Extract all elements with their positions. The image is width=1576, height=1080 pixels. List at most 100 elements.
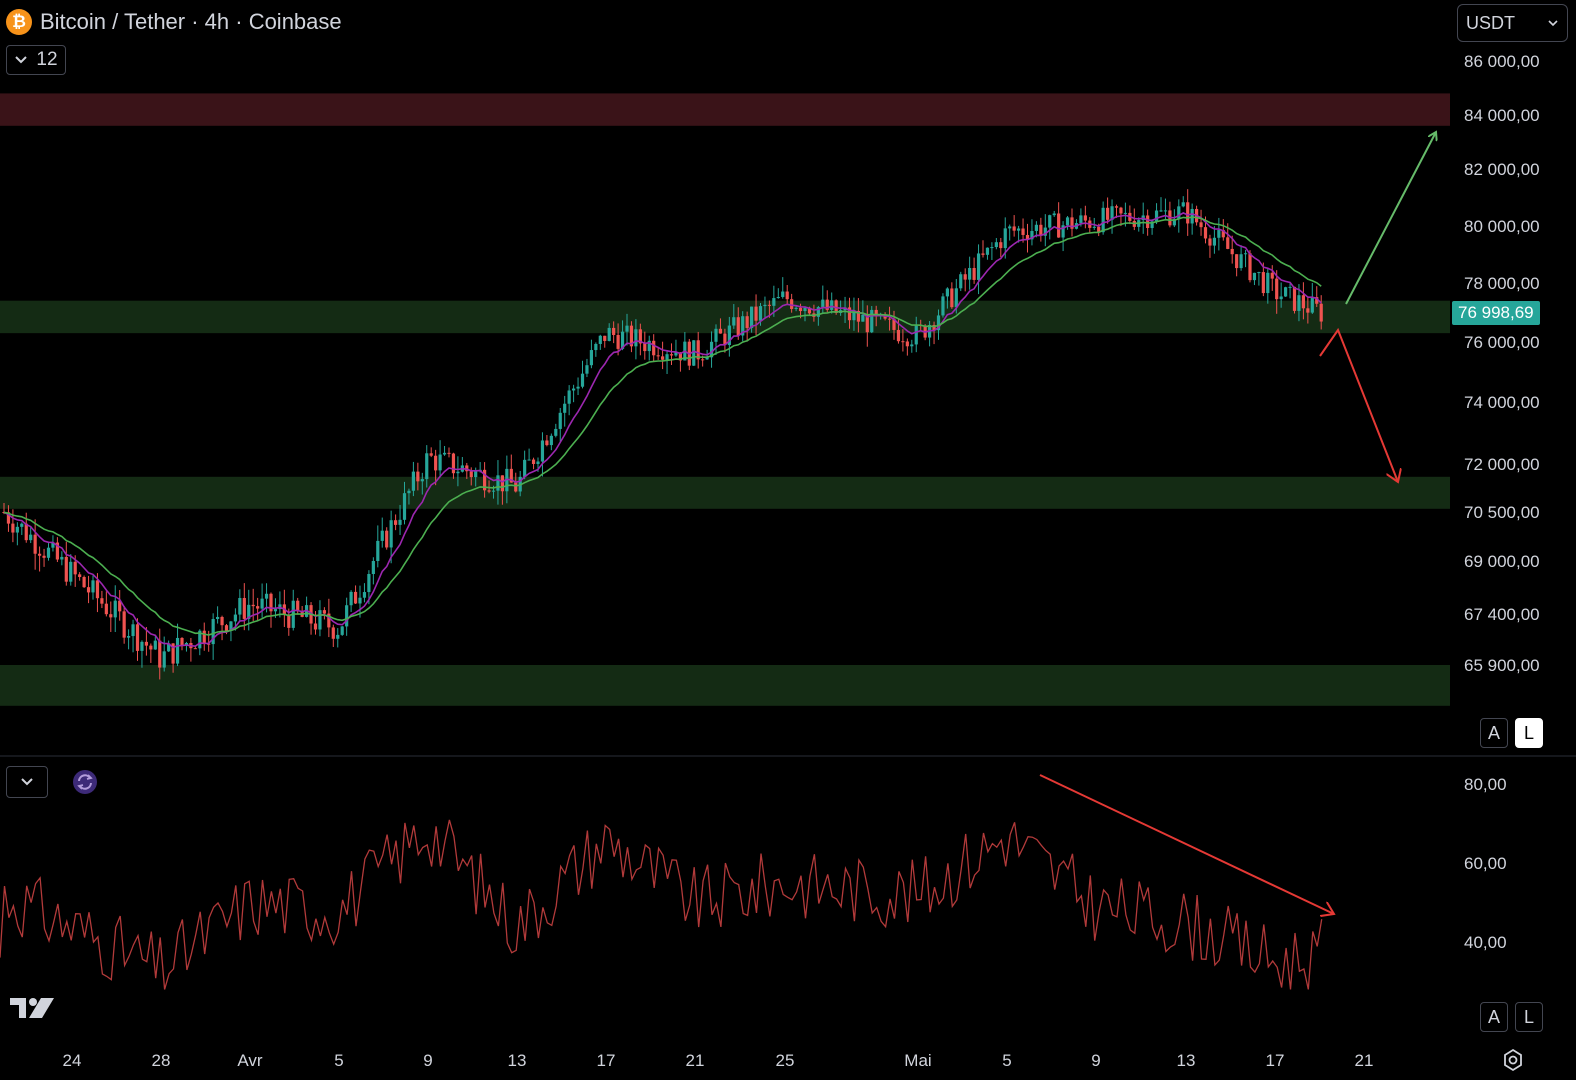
candle-body: [990, 247, 994, 249]
main-log-scale-button[interactable]: L: [1515, 718, 1543, 748]
time-axis-tick: 13: [508, 1051, 527, 1070]
candle-body: [870, 309, 874, 333]
time-axis-tick: 28: [152, 1051, 171, 1070]
rsi-axis-tick: 80,00: [1464, 775, 1507, 794]
price-axis-tick: 84 000,00: [1464, 106, 1540, 125]
legend-collapse-button[interactable]: 12: [6, 45, 66, 75]
candle-body: [1186, 202, 1190, 224]
candle-body: [572, 388, 576, 391]
candle-body: [358, 597, 362, 604]
candle-body: [985, 247, 990, 255]
ma-slow-line: [3, 216, 1322, 636]
candle-body: [287, 614, 291, 628]
candle-body: [167, 643, 171, 652]
candle-body: [1061, 225, 1065, 238]
candle-body: [994, 242, 998, 248]
candle-body: [1217, 230, 1221, 238]
candle-body: [1154, 210, 1159, 222]
rsi-log-scale-button[interactable]: L: [1515, 1002, 1543, 1032]
candle-body: [545, 440, 549, 446]
current-price-tag: 76 998,69: [1452, 301, 1540, 325]
candle-body: [91, 580, 95, 593]
currency-select[interactable]: USDT: [1457, 4, 1568, 42]
candle-body: [821, 299, 825, 308]
candle-body: [661, 356, 665, 360]
candle-body: [932, 324, 936, 331]
candle-body: [1159, 210, 1163, 212]
settings-gear-icon[interactable]: [1500, 1047, 1526, 1078]
candle-body: [865, 314, 869, 333]
candle-body: [1199, 222, 1203, 228]
candle-body: [55, 542, 59, 560]
candle-body: [122, 611, 126, 638]
candle-body: [1261, 272, 1265, 294]
price-axis-tick: 65 900,00: [1464, 656, 1540, 675]
candle-body: [1177, 206, 1181, 220]
candle-body: [727, 325, 731, 346]
time-axis-tick: 5: [334, 1051, 343, 1070]
candle-body: [193, 648, 197, 650]
candle-body: [1163, 210, 1168, 212]
candle-body: [629, 325, 634, 347]
candle-body: [496, 475, 500, 491]
candle-body: [1123, 212, 1127, 214]
rsi-auto-scale-button[interactable]: A: [1480, 1002, 1508, 1032]
candle-body: [1248, 253, 1252, 281]
candle-body: [1243, 253, 1248, 255]
candle-body: [42, 555, 46, 558]
candle-body: [585, 365, 589, 374]
candle-body: [60, 556, 64, 560]
refresh-button[interactable]: [70, 766, 100, 798]
candle-body: [1226, 237, 1230, 249]
indicator-collapse-button[interactable]: [6, 766, 48, 798]
candle-body: [202, 630, 206, 644]
arrow-down-annotation: [1319, 327, 1398, 482]
candle-body: [171, 643, 175, 664]
candle-body: [861, 314, 865, 322]
candle-body: [51, 542, 55, 548]
candle-body: [135, 624, 140, 651]
candle-body: [416, 471, 420, 482]
price-axis-tick: 72 000,00: [1464, 455, 1540, 474]
candle-body: [1021, 228, 1025, 235]
candle-body: [1070, 217, 1074, 229]
candle-body: [407, 490, 411, 494]
tradingview-logo[interactable]: [8, 995, 56, 1026]
candle-body: [1106, 207, 1110, 220]
time-axis-tick: Mai: [904, 1051, 931, 1070]
candle-body: [634, 329, 638, 347]
candle-body: [874, 309, 878, 317]
candle-body: [15, 526, 19, 533]
candle-body: [394, 520, 398, 525]
candle-body: [558, 412, 562, 429]
candle-body: [678, 352, 682, 361]
chart-header: ₿ Bitcoin / Tether · 4h · Coinbase: [6, 8, 342, 36]
candle-body: [175, 637, 180, 664]
candle-body: [180, 637, 184, 646]
candle-body: [714, 328, 718, 342]
symbol-title[interactable]: Bitcoin / Tether · 4h · Coinbase: [40, 9, 342, 34]
candle-body: [127, 636, 131, 638]
candle-body: [100, 598, 104, 604]
candle-body: [785, 291, 789, 300]
main-auto-scale-button[interactable]: A: [1480, 718, 1508, 748]
candle-body: [429, 453, 433, 456]
candle-body: [483, 469, 487, 491]
candle-body: [594, 343, 598, 351]
candle-body: [1025, 234, 1030, 240]
candle-body: [905, 341, 909, 347]
candle-body: [402, 493, 407, 520]
candle-body: [353, 591, 358, 604]
resistance-zone-0: [0, 93, 1450, 126]
candle-body: [322, 610, 326, 614]
candle-body: [807, 307, 812, 314]
price-axis-tick: 76 000,00: [1464, 333, 1540, 352]
candle-body: [1048, 215, 1052, 228]
candle-body: [754, 306, 758, 321]
candle-body: [456, 471, 460, 474]
candle-body: [963, 274, 967, 280]
candle-body: [247, 604, 251, 619]
time-axis-tick: 21: [1355, 1051, 1374, 1070]
candle-body: [487, 490, 491, 492]
